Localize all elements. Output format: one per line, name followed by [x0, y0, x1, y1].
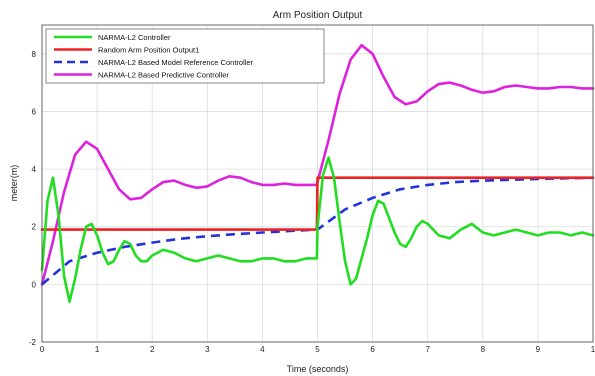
plot-border	[41, 24, 594, 343]
x-axis-label: Time (seconds)	[287, 364, 349, 374]
x-tick-label: 0	[40, 345, 45, 354]
legend-entry-label: NARMA-L2 Based Model Reference Controlle…	[98, 58, 254, 67]
x-tick-label: 1	[591, 345, 595, 354]
legend-box	[45, 28, 325, 84]
legend-entry-label: NARMA-L2 Based Predictive Controller	[98, 70, 229, 79]
x-tick-label: 1	[95, 345, 100, 354]
legend: NARMA-L2 Controller Random Arm Position O…	[45, 28, 325, 84]
y-tick-label: -2	[29, 338, 37, 347]
x-tick-label: 2	[150, 345, 155, 354]
y-axis-label: meter(m)	[9, 165, 19, 202]
y-tick-label: 2	[32, 223, 37, 232]
y-tick-label: 0	[32, 280, 37, 289]
y-tick-label: 8	[32, 50, 37, 59]
y-tick-label: 6	[32, 107, 37, 116]
series-layer	[40, 43, 595, 303]
x-tick-label: 3	[205, 345, 210, 354]
x-tick-label: 5	[315, 345, 320, 354]
legend-entry-label: NARMA-L2 Controller	[98, 33, 171, 42]
series-line-2	[40, 176, 595, 231]
x-tick-label: 9	[536, 345, 541, 354]
x-tick-label: 7	[425, 345, 430, 354]
x-tick-label: 6	[370, 345, 375, 354]
series-line-1	[40, 156, 595, 303]
x-tick-label: 4	[260, 345, 265, 354]
x-tick-label: 8	[481, 345, 486, 354]
legend-entry-label: Random Arm Position Output1	[98, 45, 199, 54]
chart-title: Arm Position Output	[273, 10, 363, 21]
y-tick-label: 4	[32, 165, 37, 174]
